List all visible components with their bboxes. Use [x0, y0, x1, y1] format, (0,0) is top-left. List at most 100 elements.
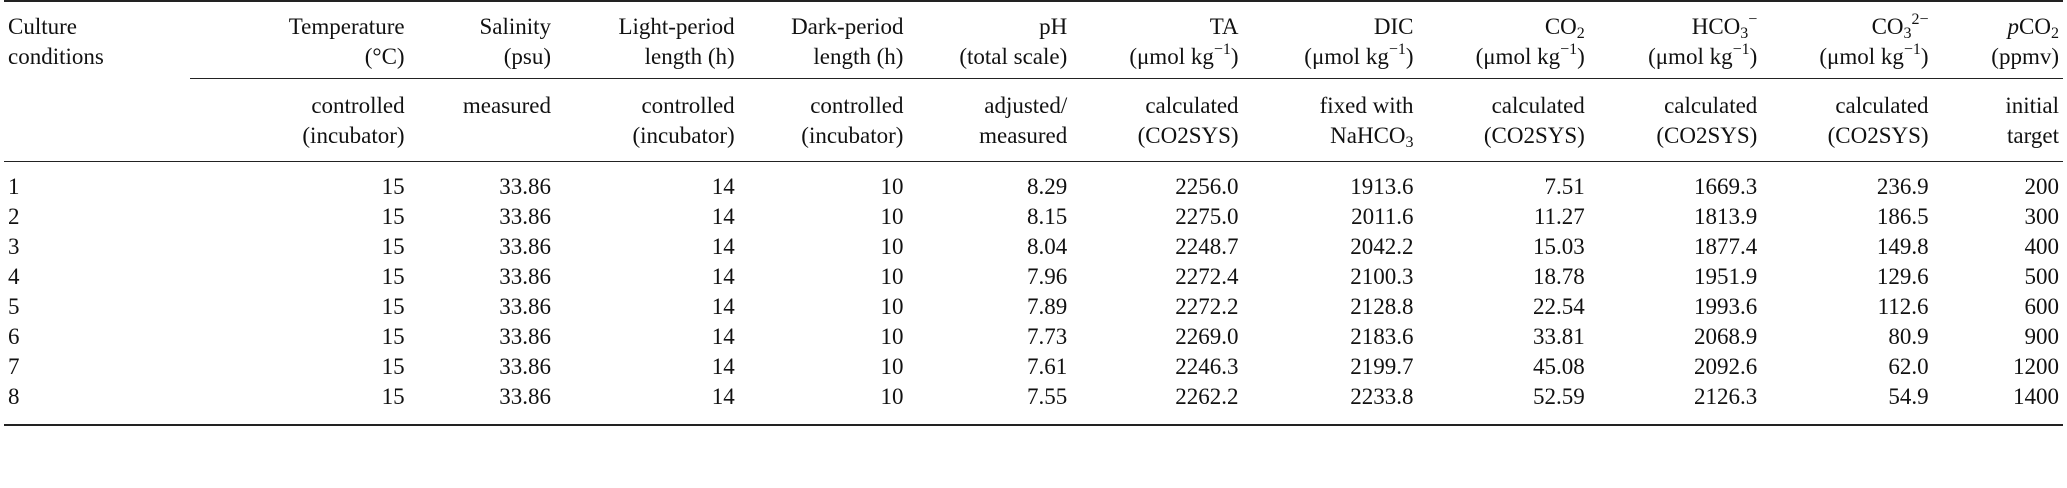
method-culture: [4, 79, 190, 162]
table-cell-hco3: 1993.6: [1694, 294, 1758, 319]
table-cell-dark: 10: [880, 204, 904, 229]
table-cell-dic: 1913.6: [1242, 161, 1418, 202]
table-cell-dic: 2042.2: [1350, 234, 1414, 259]
table-body: 1 15 33.86 14 10 8.29 2256.0 1913.6 7.51 1669.3 23…: [4, 161, 2063, 426]
table-cell-ph: 8.15: [1027, 204, 1068, 229]
table-cell-sal: 33.86: [408, 161, 556, 202]
table-cell-temp: 15: [381, 234, 405, 259]
table-cell-temp: 15: [381, 264, 405, 289]
table-cell-ta: 2246.3: [1175, 354, 1239, 379]
table-cell-ta: 2272.4: [1175, 264, 1239, 289]
table-cell-light: 14: [711, 204, 735, 229]
table-cell-sal: 33.86: [499, 204, 552, 229]
table-cell-sal: 33.86: [499, 234, 552, 259]
table-cell-hco3: 2126.3: [1588, 382, 1762, 426]
table-cell-ph: 7.73: [1027, 324, 1068, 349]
col-header-ta: TA (μmol kg−1): [1071, 0, 1243, 79]
col-header-dic: DIC (μmol kg−1): [1242, 0, 1418, 79]
table-cell-hco3: 2068.9: [1694, 324, 1758, 349]
table-cell-co2: 15.03: [1533, 234, 1585, 259]
table-cell-ph: 7.61: [1027, 354, 1068, 379]
method-co2: calculated (CO2SYS): [1417, 78, 1589, 162]
table-cell-pco2: 300: [2024, 204, 2060, 229]
col-header-culture: Culture conditions: [4, 0, 191, 79]
table-cell-pco2: 500: [2024, 264, 2060, 289]
table-cell-temp: 15: [190, 161, 409, 202]
col-header-dark-period: Dark-period length (h): [738, 0, 908, 79]
table-cell-ta: 2275.0: [1175, 204, 1239, 229]
table-cell-ta: 2269.0: [1175, 324, 1239, 349]
table-cell-dic: 2128.8: [1350, 294, 1414, 319]
method-light-period: controlled (incubator): [555, 78, 739, 162]
table-cell-pco2: 200: [1932, 161, 2063, 202]
table-cell-dark: 10: [880, 324, 904, 349]
table-cell-sal: 33.86: [499, 294, 552, 319]
table-cell-pco2: 1400: [1932, 382, 2063, 426]
table-cell-culture: 7: [8, 354, 20, 379]
table-row: 7 15 33.86 14 10 7.61 2246.3 2199.7 45.08 2092.6 6…: [4, 352, 2063, 382]
table-cell-light: 14: [555, 161, 739, 202]
method-dic: fixed with NaHCO3: [1242, 78, 1418, 162]
table-cell-co3: 54.9: [1761, 382, 1933, 426]
table-cell-light: 14: [555, 382, 739, 426]
table-cell-temp: 15: [381, 324, 405, 349]
table-cell-dic: 2100.3: [1350, 264, 1414, 289]
method-ta: calculated (CO2SYS): [1071, 78, 1243, 162]
table-row: 2 15 33.86 14 10 8.15 2275.0 2011.6 11.27 1813.9 1…: [4, 202, 2063, 232]
table-cell-co3: 186.5: [1876, 204, 1929, 229]
table-cell-dic: 2233.8: [1242, 382, 1418, 426]
table-cell-co2: 45.08: [1533, 354, 1585, 379]
table-cell-ph: 8.29: [907, 161, 1072, 202]
table-cell-temp: 15: [190, 382, 409, 426]
table-row: 8 15 33.86 14 10 7.55 2262.2 2233.8 52.59 2126.3 5…: [4, 382, 2063, 426]
table-cell-sal: 33.86: [408, 382, 556, 426]
table-cell-dark: 10: [880, 354, 904, 379]
header-row: Culture conditions Temperature (°C) Salini…: [4, 0, 2063, 79]
table-cell-ta: 2262.2: [1071, 382, 1243, 426]
table-cell-culture: 4: [8, 264, 20, 289]
table-cell-pco2: 600: [2024, 294, 2060, 319]
table-cell-culture: 3: [8, 234, 20, 259]
table-cell-temp: 15: [381, 204, 405, 229]
table-cell-pco2: 1200: [2013, 354, 2059, 379]
col-header-co3: CO32− (μmol kg−1): [1761, 0, 1933, 79]
table-cell-dark: 10: [880, 234, 904, 259]
method-row: controlled (incubator) measured controlle…: [4, 78, 2063, 162]
table-cell-culture: 5: [8, 294, 20, 319]
table-cell-co2: 18.78: [1533, 264, 1585, 289]
table-cell-light: 14: [711, 294, 735, 319]
table-row: 4 15 33.86 14 10 7.96 2272.4 2100.3 18.78 1951.9 1…: [4, 262, 2063, 292]
method-hco3: calculated (CO2SYS): [1588, 78, 1762, 162]
table-cell-dic: 2183.6: [1350, 324, 1414, 349]
method-pco2: initial target: [1932, 78, 2063, 162]
table-cell-light: 14: [711, 354, 735, 379]
table-row: 1 15 33.86 14 10 8.29 2256.0 1913.6 7.51 1669.3 23…: [4, 161, 2063, 202]
table-cell-culture: 2: [8, 204, 20, 229]
table-cell-hco3: 2092.6: [1694, 354, 1758, 379]
table-cell-ph: 7.89: [1027, 294, 1068, 319]
col-header-salinity: Salinity (psu): [408, 0, 556, 79]
table-cell-co2: 7.51: [1417, 161, 1589, 202]
table-cell-co2: 33.81: [1533, 324, 1585, 349]
table-row: 3 15 33.86 14 10 8.04 2248.7 2042.2 15.03 1877.4 1…: [4, 232, 2063, 262]
table-cell-co2: 22.54: [1533, 294, 1585, 319]
table-cell-co3: 129.6: [1876, 264, 1929, 289]
table-cell-pco2: 900: [2024, 324, 2060, 349]
table-cell-light: 14: [711, 264, 735, 289]
table-cell-light: 14: [711, 324, 735, 349]
table-cell-dark: 10: [880, 294, 904, 319]
col-header-co2: CO2 (μmol kg−1): [1417, 0, 1589, 79]
table-cell-hco3: 1877.4: [1694, 234, 1758, 259]
table-row: 5 15 33.86 14 10 7.89 2272.2 2128.8 22.54 1993.6 1…: [4, 292, 2063, 322]
table-cell-temp: 15: [381, 294, 405, 319]
table-cell-co3: 149.8: [1876, 234, 1929, 259]
table-cell-dic: 2199.7: [1350, 354, 1414, 379]
table-cell-hco3: 1669.3: [1588, 161, 1762, 202]
table-cell-co3: 112.6: [1877, 294, 1929, 319]
table-cell-dark: 10: [738, 382, 908, 426]
method-co3: calculated (CO2SYS): [1761, 78, 1933, 162]
table-cell-ta: 2256.0: [1071, 161, 1243, 202]
col-header-pco2: pCO2 (ppmv): [1932, 0, 2063, 79]
table-row: 6 15 33.86 14 10 7.73 2269.0 2183.6 33.81 2068.9 8…: [4, 322, 2063, 352]
table-cell-culture: 8: [4, 382, 191, 426]
